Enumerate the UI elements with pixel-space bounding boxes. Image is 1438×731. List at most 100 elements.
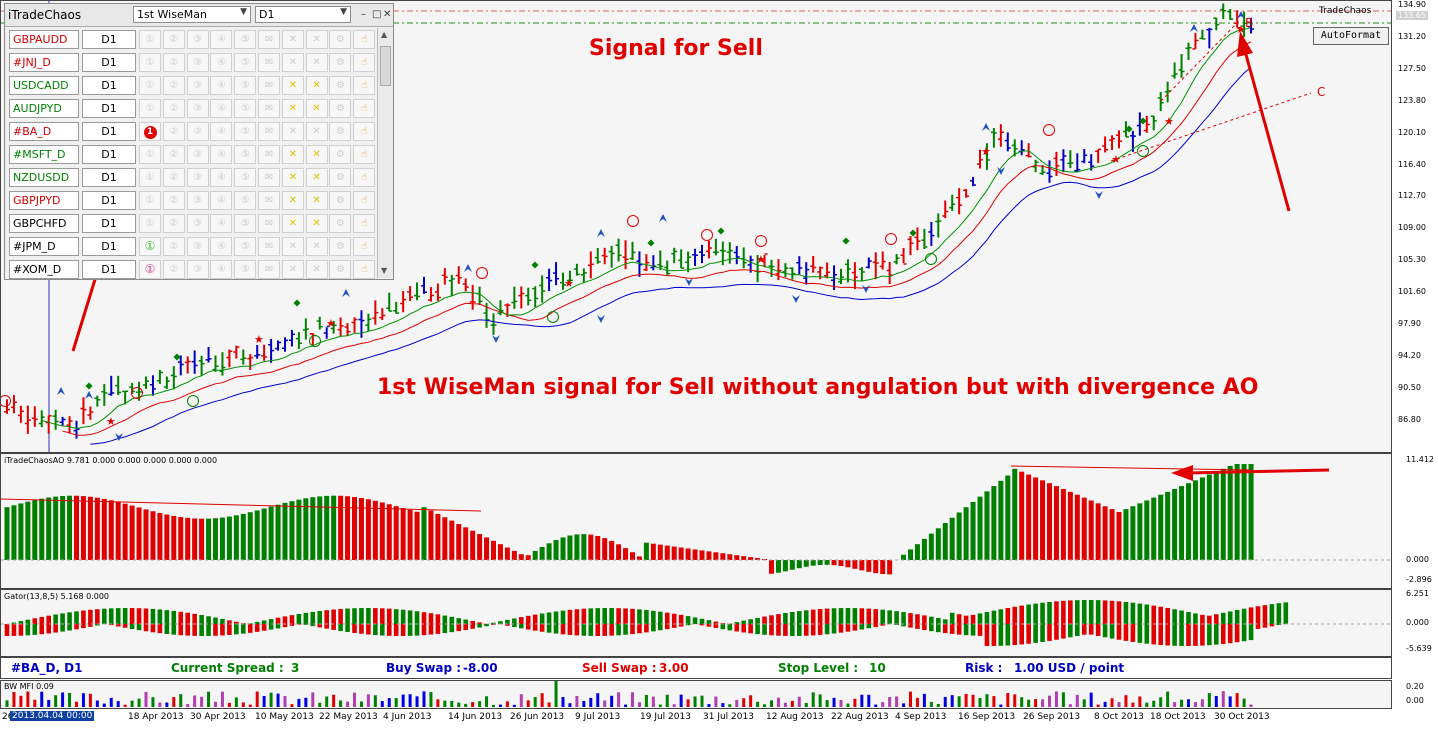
scanner-symbol[interactable]: #JNJ_D xyxy=(9,53,79,72)
scanner-cell[interactable]: ⑤ xyxy=(234,99,257,118)
scanner-cell[interactable]: ⚙ xyxy=(329,53,352,72)
bw-mfi-pane[interactable]: BW MFI 0.09 xyxy=(0,680,1392,709)
scanner-symbol[interactable]: GBPCHFD xyxy=(9,214,79,233)
scanner-cell[interactable]: ⚙ xyxy=(329,191,352,210)
close-button[interactable]: ✕ xyxy=(383,9,392,20)
scanner-cell[interactable]: ✕ xyxy=(281,168,304,187)
scanner-symbol[interactable]: USDCADD xyxy=(9,76,79,95)
scanner-cell[interactable]: ⚙ xyxy=(329,76,352,95)
scanner-cell[interactable]: ☝ xyxy=(353,122,376,141)
scanner-cell[interactable]: ✉ xyxy=(258,191,280,210)
scroll-down-icon[interactable]: ▼ xyxy=(381,266,388,275)
scanner-cell[interactable]: ⚙ xyxy=(329,145,352,164)
scanner-timeframe[interactable]: D1 xyxy=(82,99,136,118)
scanner-cell[interactable]: ✕ xyxy=(305,122,328,141)
scanner-cell[interactable]: ⑤ xyxy=(234,53,257,72)
scanner-cell[interactable]: ☝ xyxy=(353,214,376,233)
scanner-cell[interactable]: ④ xyxy=(210,214,233,233)
scanner-cell[interactable]: ✉ xyxy=(258,30,280,49)
scanner-timeframe[interactable]: D1 xyxy=(82,53,136,72)
scanner-cell[interactable]: ⚙ xyxy=(329,30,352,49)
scanner-cell[interactable]: ④ xyxy=(210,99,233,118)
scanner-cell[interactable]: ② xyxy=(162,76,185,95)
scanner-cell[interactable]: ② xyxy=(162,122,185,141)
scanner-cell[interactable]: ☝ xyxy=(353,237,376,256)
scanner-cell[interactable]: ① xyxy=(139,76,161,95)
price-scale[interactable]: 134.90 131.20 127.50 123.80 120.10 116.40 112.… xyxy=(1392,0,1438,453)
scanner-cell[interactable]: ② xyxy=(162,260,185,279)
scanner-cell[interactable]: ☝ xyxy=(353,168,376,187)
scanner-cell[interactable]: ② xyxy=(162,53,185,72)
scanner-cell[interactable]: ③ xyxy=(186,99,209,118)
scanner-cell[interactable]: ⚙ xyxy=(329,168,352,187)
scanner-symbol[interactable]: #JPM_D xyxy=(9,237,79,256)
scanner-cell[interactable]: ✕ xyxy=(281,30,304,49)
scanner-cell[interactable]: ⑤ xyxy=(234,30,257,49)
scanner-cell[interactable]: ③ xyxy=(186,191,209,210)
scanner-symbol[interactable]: AUDJPYD xyxy=(9,99,79,118)
scanner-signal-cell[interactable]: ① xyxy=(139,260,161,279)
scanner-cell[interactable]: ☝ xyxy=(353,99,376,118)
scanner-symbol[interactable]: #BA_D xyxy=(9,122,79,141)
scanner-cell[interactable]: ☝ xyxy=(353,76,376,95)
itradechaos-scanner-panel[interactable]: iTradeChaos 1st WiseMan ▼ D1 ▼ – □ ✕ GBP… xyxy=(4,3,394,280)
scanner-cell[interactable]: ⚙ xyxy=(329,214,352,233)
scanner-timeframe[interactable]: D1 xyxy=(82,260,136,279)
scanner-cell[interactable]: ① xyxy=(139,30,161,49)
scanner-cell[interactable]: ✕ xyxy=(281,99,304,118)
scanner-cell[interactable]: ④ xyxy=(210,260,233,279)
scanner-cell[interactable]: ✕ xyxy=(305,99,328,118)
scanner-cell[interactable]: ✕ xyxy=(305,237,328,256)
scanner-cell[interactable]: ✕ xyxy=(281,191,304,210)
scanner-cell[interactable]: ③ xyxy=(186,145,209,164)
scanner-cell[interactable]: ⑤ xyxy=(234,122,257,141)
scanner-cell[interactable]: ① xyxy=(139,214,161,233)
scanner-cell[interactable]: ① xyxy=(139,99,161,118)
scanner-cell[interactable]: ② xyxy=(162,145,185,164)
scanner-cell[interactable]: ③ xyxy=(186,53,209,72)
scanner-cell[interactable]: ✉ xyxy=(258,237,280,256)
scanner-timeframe[interactable]: D1 xyxy=(82,30,136,49)
scanner-cell[interactable]: ③ xyxy=(186,76,209,95)
scanner-cell[interactable]: ④ xyxy=(210,53,233,72)
scanner-cell[interactable]: ✉ xyxy=(258,168,280,187)
scanner-cell[interactable]: ✕ xyxy=(281,237,304,256)
scanner-cell[interactable]: ✕ xyxy=(305,260,328,279)
scanner-cell[interactable]: ✕ xyxy=(305,168,328,187)
scanner-timeframe[interactable]: D1 xyxy=(82,122,136,141)
scanner-cell[interactable]: ① xyxy=(139,53,161,72)
scanner-cell[interactable]: ⚙ xyxy=(329,99,352,118)
scanner-cell[interactable]: ② xyxy=(162,168,185,187)
scanner-signal-cell[interactable]: ① xyxy=(139,237,161,256)
scanner-cell[interactable]: ⑤ xyxy=(234,145,257,164)
scanner-cell[interactable]: ✕ xyxy=(305,191,328,210)
scanner-timeframe[interactable]: D1 xyxy=(82,214,136,233)
scanner-cell[interactable]: ③ xyxy=(186,168,209,187)
scanner-cell[interactable]: ① xyxy=(139,145,161,164)
strategy-select[interactable]: 1st WiseMan ▼ xyxy=(133,6,251,23)
scanner-cell[interactable]: ✕ xyxy=(305,145,328,164)
scanner-cell[interactable]: ✕ xyxy=(281,122,304,141)
scanner-cell[interactable]: ✉ xyxy=(258,260,280,279)
scanner-cell[interactable]: ✕ xyxy=(281,53,304,72)
scanner-cell[interactable]: ② xyxy=(162,237,185,256)
scanner-timeframe[interactable]: D1 xyxy=(82,145,136,164)
scanner-cell[interactable]: ✕ xyxy=(281,76,304,95)
scroll-up-icon[interactable]: ▲ xyxy=(381,30,388,39)
autoformat-button[interactable]: AutoFormat xyxy=(1313,27,1389,45)
scanner-cell[interactable]: ④ xyxy=(210,145,233,164)
ao-indicator-pane[interactable]: iTradeChaosAO 9.781 0.000 0.000 0.000 0.… xyxy=(0,453,1392,589)
scanner-cell[interactable]: ③ xyxy=(186,237,209,256)
scanner-cell[interactable]: ☝ xyxy=(353,30,376,49)
scanner-cell[interactable]: ⚙ xyxy=(329,260,352,279)
scanner-cell[interactable]: ⚙ xyxy=(329,122,352,141)
scanner-cell[interactable]: ✉ xyxy=(258,214,280,233)
scanner-cell[interactable]: ④ xyxy=(210,122,233,141)
scanner-cell[interactable]: ⑤ xyxy=(234,214,257,233)
scanner-cell[interactable]: ✕ xyxy=(281,214,304,233)
scanner-timeframe[interactable]: D1 xyxy=(82,168,136,187)
scanner-cell[interactable]: ③ xyxy=(186,122,209,141)
scanner-symbol[interactable]: GBPAUDD xyxy=(9,30,79,49)
scanner-cell[interactable]: ② xyxy=(162,30,185,49)
scanner-cell[interactable]: ⚙ xyxy=(329,237,352,256)
